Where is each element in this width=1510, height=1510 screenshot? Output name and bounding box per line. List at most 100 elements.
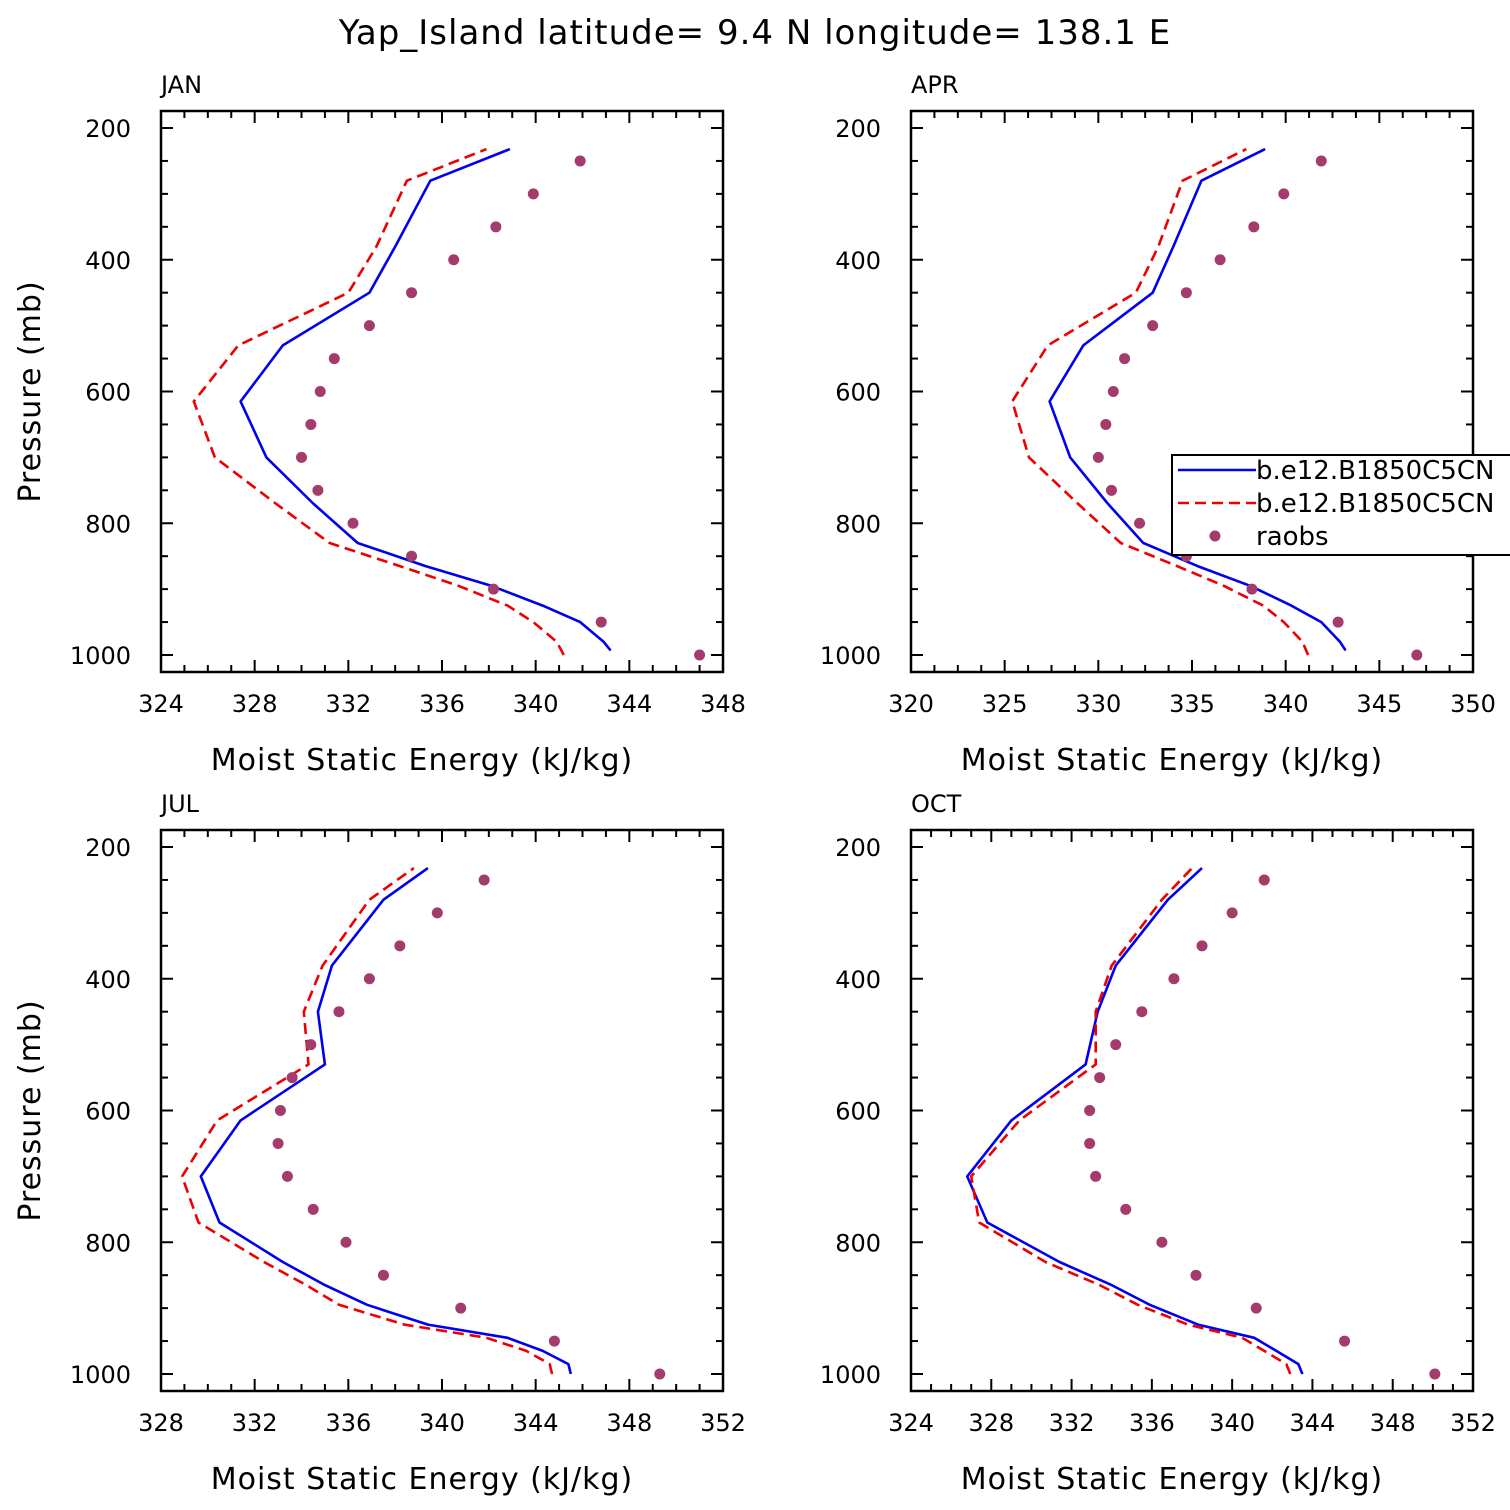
raobs-point (1429, 1368, 1441, 1380)
x-tick-label: 344 (513, 1409, 559, 1437)
y-tick-label: 800 (85, 1229, 131, 1257)
raobs-point (1084, 1105, 1096, 1116)
raobs-point (1134, 517, 1146, 529)
raobs-point (307, 1203, 319, 1215)
x-tick-label: 340 (513, 690, 559, 718)
raobs-point (1226, 907, 1238, 919)
raobs-point (1248, 221, 1260, 233)
y-tick-label: 200 (85, 115, 131, 143)
raobs-point (406, 287, 418, 299)
raobs-point (394, 940, 406, 952)
x-tick-label: 325 (982, 690, 1028, 718)
x-tick-label: 332 (325, 690, 371, 718)
y-tick-label: 400 (835, 247, 881, 275)
raobs-point (328, 353, 340, 365)
raobs-point (1120, 1203, 1132, 1215)
raobs-point (1110, 1039, 1122, 1051)
raobs-point (1332, 616, 1344, 628)
raobs-point (595, 616, 607, 628)
y-tick-label: 600 (85, 1098, 131, 1126)
panel-jul: JUL 328 332 336 340 344 348 352 200 400 600 800 1000… (13, 790, 746, 1497)
legend-box (1171, 454, 1510, 556)
raobs-point (1136, 1006, 1148, 1018)
panel-jan: JAN 324 328 332 336 340 344 348 200 400 600 800 1000… (13, 71, 746, 778)
raobs-point (1168, 973, 1180, 985)
x-tick-label: 320 (888, 690, 934, 718)
raobs-point (1156, 1236, 1168, 1248)
x-tick-label: 328 (232, 690, 278, 718)
raobs-point (1100, 418, 1112, 430)
raobs-point (431, 907, 443, 919)
y-tick-label: 600 (85, 379, 131, 407)
raobs-point (305, 418, 317, 430)
x-tick-label: 340 (1209, 1409, 1255, 1437)
y-axis-title: Pressure (mb) (13, 280, 48, 502)
raobs-point (1090, 1170, 1102, 1182)
raobs-point (488, 583, 500, 595)
x-axis-title: Moist Static Energy (kJ/kg) (961, 1462, 1384, 1497)
x-tick-label: 324 (888, 1409, 934, 1437)
raobs-point (377, 1269, 389, 1281)
model2-line (969, 867, 1292, 1375)
x-tick-label: 344 (1290, 1409, 1336, 1437)
y-tick-label: 200 (85, 834, 131, 862)
panel-apr: APR 320 325 330 335 340 345 350 200 400 600 800 1000… (820, 71, 1510, 778)
legend-label: b.e12.B1850C5CN (1256, 456, 1494, 486)
y-tick-label: 1000 (70, 1361, 131, 1389)
raobs-point (574, 155, 586, 167)
x-tick-label: 344 (606, 690, 652, 718)
raobs-point (1180, 287, 1192, 299)
panel-label: JUL (159, 790, 200, 818)
raobs-point (272, 1137, 284, 1149)
model1-line (1048, 147, 1347, 652)
x-tick-label: 332 (1049, 1409, 1095, 1437)
x-axis-title: Moist Static Energy (kJ/kg) (211, 1462, 634, 1497)
raobs-point (1315, 155, 1327, 167)
raobs-point (694, 649, 706, 661)
panel-label: OCT (911, 790, 962, 818)
x-tick-label: 340 (419, 1409, 465, 1437)
x-tick-label: 348 (1370, 1409, 1416, 1437)
x-tick-label: 335 (1169, 690, 1215, 718)
raobs-point (455, 1302, 467, 1314)
raobs-point (1278, 188, 1290, 200)
y-tick-label: 400 (85, 247, 131, 275)
raobs-point (1196, 940, 1208, 952)
y-tick-label: 1000 (820, 642, 881, 670)
raobs-point (363, 320, 375, 332)
raobs-point (1190, 1269, 1202, 1281)
raobs-point (1105, 484, 1117, 496)
raobs-point (340, 1236, 352, 1248)
x-tick-label: 340 (1263, 690, 1309, 718)
y-tick-label: 800 (85, 510, 131, 538)
x-tick-label: 330 (1075, 690, 1121, 718)
raobs-point (1092, 451, 1104, 463)
y-tick-label: 800 (835, 1229, 881, 1257)
y-tick-label: 600 (835, 1098, 881, 1126)
raobs-point (281, 1170, 293, 1182)
raobs-point (1119, 353, 1131, 365)
y-tick-label: 1000 (70, 642, 131, 670)
y-tick-label: 200 (835, 115, 881, 143)
model2-line (180, 867, 554, 1375)
raobs-point (1250, 1302, 1262, 1314)
y-tick-label: 1000 (820, 1361, 881, 1389)
x-axis-title: Moist Static Energy (kJ/kg) (961, 743, 1384, 778)
x-tick-label: 348 (700, 690, 746, 718)
y-tick-label: 400 (85, 966, 131, 994)
x-tick-label: 336 (1129, 1409, 1175, 1437)
x-tick-label: 345 (1356, 690, 1402, 718)
x-tick-label: 328 (138, 1409, 184, 1437)
raobs-point (274, 1105, 286, 1116)
raobs-point (1339, 1335, 1351, 1347)
raobs-point (654, 1368, 666, 1380)
raobs-point (548, 1335, 560, 1347)
raobs-point (286, 1072, 298, 1084)
x-tick-label: 328 (968, 1409, 1014, 1437)
raobs-point (312, 484, 324, 496)
raobs-point (490, 221, 502, 233)
model1-line (199, 867, 573, 1375)
raobs-point (363, 973, 375, 985)
raobs-point (406, 550, 418, 562)
